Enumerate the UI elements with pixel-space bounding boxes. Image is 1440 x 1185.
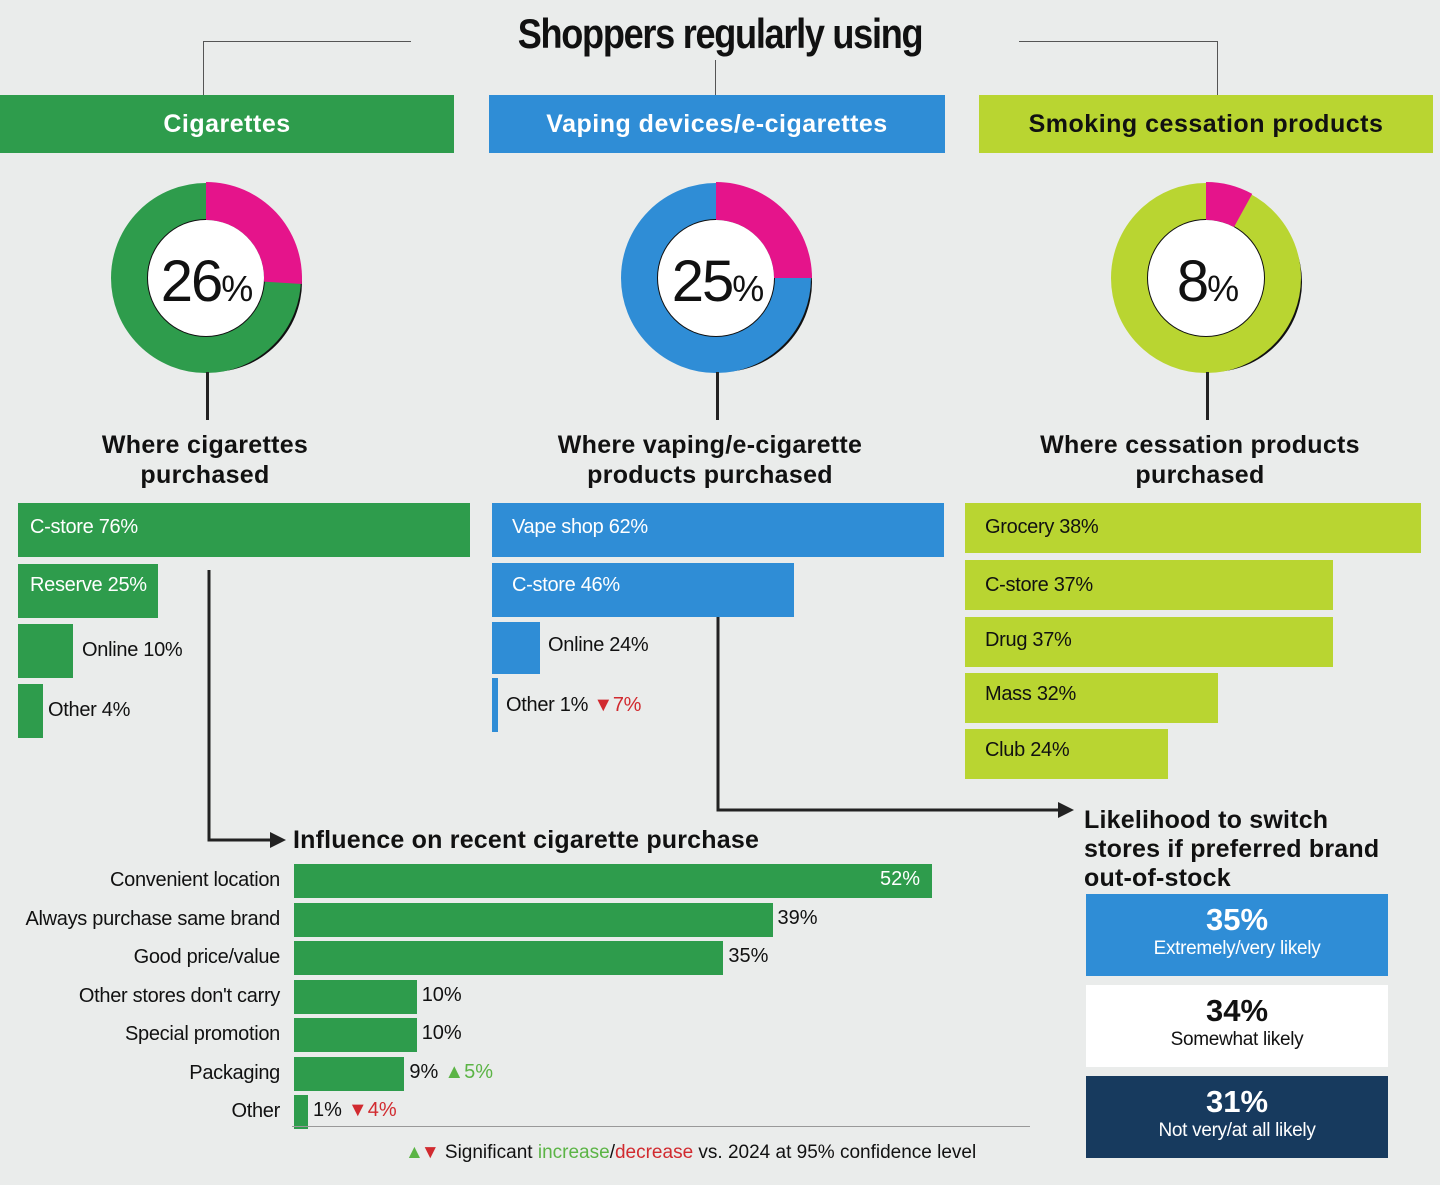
- title-connector-left: [203, 41, 411, 95]
- where-cigarettes-title: Where cigarettes purchased: [101, 431, 309, 489]
- influence-category: Other stores don't carry: [78, 984, 280, 1007]
- influence-value: 10%: [421, 983, 462, 1006]
- switch-box-extremely: 35% Extremely/very likely: [1086, 894, 1388, 976]
- cig-label-cstore: C-store 76%: [30, 516, 138, 538]
- header-cigarettes: Cigarettes: [0, 95, 454, 153]
- vape-bar-online: [492, 622, 540, 674]
- influence-value: 35%: [728, 945, 769, 967]
- flow-arrows: [207, 570, 1074, 848]
- page-title: Shoppers regularly using: [517, 10, 924, 57]
- donut-vaping: [621, 182, 812, 373]
- arrow-cigarette-influence: [207, 570, 272, 842]
- influence-category: Other: [231, 1100, 280, 1122]
- influence-value: 9% ▲5%: [409, 1060, 494, 1083]
- influence-value: 10%: [421, 1022, 462, 1044]
- donut-cessation: [1111, 182, 1302, 373]
- connector-cessation: [1206, 372, 1209, 420]
- cig-bar-online: [18, 624, 73, 678]
- influence-category: Packaging: [189, 1061, 280, 1084]
- title-connector-center: [715, 60, 716, 95]
- vape-label-online: Online 24%: [548, 634, 649, 656]
- donut-hole: [148, 220, 264, 336]
- cig-label-online: Online 10%: [82, 639, 183, 661]
- where-cessation-title: Where cessation products purchased: [1040, 431, 1360, 489]
- donut-value-vaping: 25%: [671, 249, 765, 314]
- cess-bar-cstore: [965, 560, 1333, 610]
- connector-cigarettes: [206, 372, 209, 420]
- influence-bar: [294, 1018, 417, 1052]
- vape-label-other: Other 1% ▼7%: [506, 694, 642, 716]
- donut-highlight-slice: [716, 182, 812, 278]
- vape-other-change: ▼7%: [593, 694, 642, 716]
- influence-category: Convenient location: [110, 869, 280, 891]
- vape-label-vapeshop: Vape shop 62%: [512, 516, 648, 538]
- connector-vaping: [716, 372, 719, 420]
- cess-label-club: Club 24%: [985, 739, 1070, 761]
- influence-category: Good price/value: [133, 946, 281, 968]
- switch-box-not: 31% Not very/at all likely: [1086, 1076, 1388, 1158]
- donut-value-cigarettes: 26%: [160, 249, 254, 314]
- influence-title: Influence on recent cigarette purchase: [293, 826, 760, 854]
- influence-category: Always purchase same brand: [25, 907, 280, 930]
- influence-value: 52%: [880, 868, 921, 890]
- vape-label-cstore: C-store 46%: [512, 574, 620, 596]
- cess-label-grocery: Grocery 38%: [985, 516, 1099, 538]
- donut-highlight-slice: [206, 182, 303, 285]
- cess-bar-mass: [965, 673, 1218, 723]
- cess-label-cstore: C-store 37%: [985, 574, 1093, 596]
- influence-value: 1% ▼4%: [313, 1099, 397, 1121]
- cig-label-other: Other 4%: [48, 699, 131, 721]
- donut-cigarettes: [111, 182, 303, 373]
- footnote-divider: [292, 1126, 1030, 1127]
- influence-bar: [294, 902, 773, 937]
- influence-bar: [294, 1056, 405, 1091]
- header-cessation: Smoking cessation products: [979, 95, 1433, 153]
- cess-label-mass: Mass 32%: [985, 683, 1076, 705]
- influence-change: ▲5%: [444, 1060, 494, 1083]
- influence-bar: [294, 941, 724, 975]
- significance-legend: ▲▼ Significant increase/decrease vs. 202…: [405, 1142, 977, 1163]
- cess-bar-club: [965, 729, 1168, 779]
- cig-bar-reserve: [18, 564, 158, 618]
- cess-label-drug: Drug 37%: [985, 629, 1072, 651]
- arrow-vape-switch: [716, 617, 1060, 812]
- switch-box-somewhat: 34% Somewhat likely: [1086, 985, 1388, 1067]
- influence-bar: [294, 864, 932, 898]
- cess-bar-grocery: [965, 503, 1421, 553]
- where-vaping-title: Where vaping/e-cigarette products purcha…: [557, 431, 863, 489]
- arrow-head-switch: [1058, 802, 1074, 818]
- cess-bar-drug: [965, 617, 1333, 667]
- donut-charts: [111, 182, 1302, 373]
- header-vaping: Vaping devices/e-cigarettes: [489, 95, 945, 153]
- switch-title: Likelihood to switch stores if preferred…: [1084, 806, 1380, 892]
- donut-hole: [1148, 220, 1264, 336]
- influence-change: ▼4%: [347, 1099, 397, 1121]
- donut-highlight-slice: [1206, 182, 1253, 228]
- influence-category: Special promotion: [125, 1023, 280, 1045]
- cig-bar-other: [18, 684, 43, 738]
- donut-hole: [658, 220, 774, 336]
- donut-value-cessation: 8%: [1176, 249, 1240, 314]
- cig-bar-cstore: [18, 503, 470, 557]
- influence-bar: [294, 1095, 308, 1129]
- cig-label-reserve: Reserve 25%: [30, 574, 147, 596]
- vape-bar-vapeshop: [492, 503, 944, 557]
- influence-value: 39%: [777, 906, 818, 929]
- arrow-head-influence: [270, 832, 286, 848]
- influence-bar: [294, 979, 417, 1014]
- vape-bar-other: [492, 678, 498, 732]
- vape-bar-cstore: [492, 563, 794, 617]
- title-connector-right: [1019, 41, 1218, 95]
